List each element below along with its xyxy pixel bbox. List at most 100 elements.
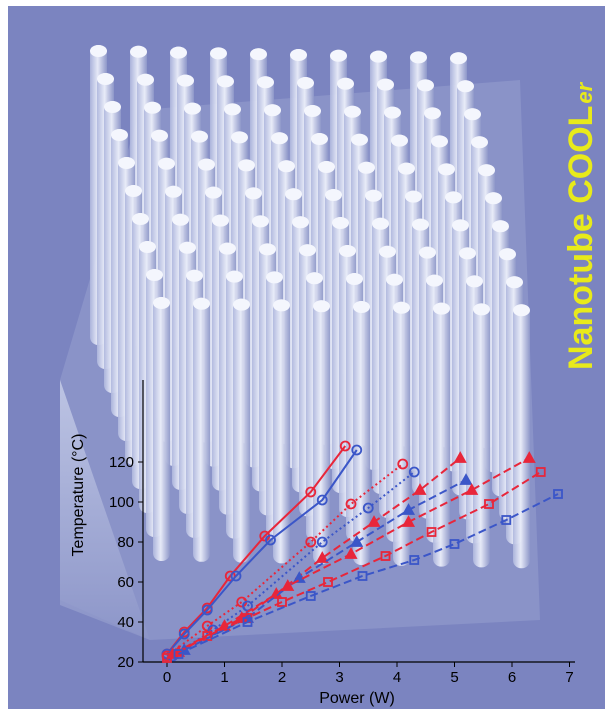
pillar-tip xyxy=(264,104,281,117)
pillar-tip xyxy=(499,248,516,261)
pillar-tip xyxy=(391,134,408,147)
data-point xyxy=(339,440,351,452)
pillar-tip xyxy=(405,190,422,203)
pillar-tip xyxy=(386,273,403,286)
data-point xyxy=(401,503,416,515)
series-line xyxy=(166,463,404,657)
series-line xyxy=(178,493,559,655)
pillar-tip xyxy=(250,48,267,61)
y-axis-label: Temperature (°C) xyxy=(70,434,87,557)
pillar-tip xyxy=(417,79,434,92)
pillar xyxy=(193,297,210,562)
pillar-tip xyxy=(273,299,290,312)
pillar xyxy=(433,302,450,567)
pillar-tip xyxy=(144,101,161,114)
pillar-tip xyxy=(377,78,394,91)
pillar-tip xyxy=(351,133,368,146)
pillar-tip xyxy=(245,187,262,200)
pillar-tip xyxy=(179,241,196,254)
pillar-tip xyxy=(210,47,227,60)
pillar-tip xyxy=(398,162,415,175)
pillar-tip xyxy=(445,191,462,204)
data-point xyxy=(265,534,276,546)
array-side xyxy=(60,380,150,640)
brand-title: Nanotube COOL er xyxy=(562,81,600,370)
x-tick-label: 3 xyxy=(335,669,343,686)
x-tick-label: 5 xyxy=(450,669,458,686)
data-point xyxy=(201,604,213,616)
brand-suffix: er xyxy=(572,81,597,103)
pillar-tip xyxy=(478,164,495,177)
pillar-tip xyxy=(158,157,175,170)
pillar-tip xyxy=(370,50,387,63)
data-point xyxy=(305,591,316,601)
data-point xyxy=(380,551,391,561)
data-point xyxy=(367,515,381,527)
data-point xyxy=(459,473,473,485)
pillar xyxy=(513,304,530,569)
pillar-tip xyxy=(325,189,342,201)
pillar-tip xyxy=(358,161,375,174)
data-point xyxy=(449,539,460,549)
data-point xyxy=(535,467,546,477)
pillar-tip xyxy=(97,73,114,85)
pillar-tip xyxy=(231,131,248,144)
pillar-tip xyxy=(226,270,243,283)
pillar-tip xyxy=(285,188,302,201)
data-point xyxy=(242,600,253,612)
data-point xyxy=(409,555,420,565)
x-tick-label: 2 xyxy=(278,669,286,686)
pillar-tip xyxy=(473,303,490,316)
pillar xyxy=(233,298,250,563)
pillar xyxy=(313,300,330,565)
pillar-tip xyxy=(217,75,234,88)
pillar-tip xyxy=(339,245,356,257)
pillar-tip xyxy=(311,133,328,145)
pillar-tip xyxy=(464,108,481,121)
pillar-tip xyxy=(151,129,168,142)
pillar-tip xyxy=(193,297,210,310)
pillar-tip xyxy=(412,218,429,231)
x-axis-label: Power (W) xyxy=(319,690,395,707)
data-point xyxy=(413,483,427,495)
pillar-tip xyxy=(344,105,361,118)
data-point xyxy=(453,451,467,463)
pillar-tip xyxy=(384,106,401,119)
pillar-tip xyxy=(332,217,349,229)
pillar xyxy=(273,299,290,564)
pillar-tip xyxy=(172,213,189,226)
x-tick-label: 0 xyxy=(163,669,171,686)
data-point xyxy=(162,653,172,663)
pillar-tip xyxy=(431,135,448,148)
pillar-tip xyxy=(330,49,347,62)
pillar-tip xyxy=(372,217,389,230)
chart-axes: 0 1 2 3 4 5 6 7 20 40 60 80 100 120 Power (W) Temper… xyxy=(70,380,575,707)
x-ticks: 0 1 2 3 4 5 6 7 xyxy=(163,662,574,686)
x-tick-label: 1 xyxy=(220,669,228,686)
pillar-tip xyxy=(513,304,530,317)
series-6 xyxy=(177,473,473,655)
pillar-tip xyxy=(466,275,483,288)
data-point xyxy=(501,515,512,525)
data-point xyxy=(277,597,287,607)
series-layer xyxy=(161,440,563,663)
pillar-tip xyxy=(153,297,170,309)
pillar-tip xyxy=(424,107,441,120)
pillar-tip xyxy=(492,220,509,233)
y-tick-label: 60 xyxy=(117,574,134,591)
pillar-tip xyxy=(278,160,295,173)
pillar-tip xyxy=(219,242,236,255)
pillar-tip xyxy=(365,189,382,202)
data-point xyxy=(522,451,536,463)
data-point xyxy=(316,536,328,548)
pillar-tip xyxy=(186,269,203,282)
series-line xyxy=(166,445,347,655)
pillar-tip xyxy=(426,274,443,287)
data-point xyxy=(397,458,409,470)
pillar-tip xyxy=(146,269,163,281)
pillar-tip xyxy=(419,246,436,259)
pillar-tip xyxy=(184,102,201,115)
data-point xyxy=(484,499,494,509)
